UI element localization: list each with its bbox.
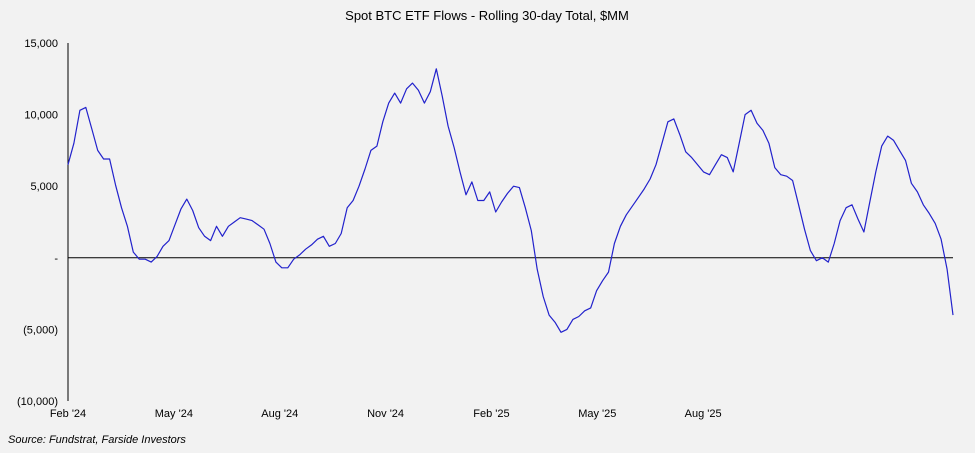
- x-tick-label: Aug '25: [685, 408, 722, 420]
- x-tick-label: Nov '24: [367, 408, 404, 420]
- y-tick-label: 10,000: [24, 110, 58, 122]
- chart-title: Spot BTC ETF Flows - Rolling 30-day Tota…: [345, 8, 629, 23]
- x-tick-label: May '24: [155, 408, 193, 420]
- y-tick-label: (5,000): [23, 324, 58, 336]
- source-note: Source: Fundstrat, Farside Investors: [8, 434, 186, 446]
- x-tick-label: Feb '24: [50, 408, 86, 420]
- y-axis-ticks: 15,000 10,000 5,000 - (5,000) (10,000): [17, 38, 58, 408]
- series-line: [67, 68, 954, 333]
- y-tick-label: 5,000: [30, 181, 58, 193]
- x-axis-ticks: Feb '24 May '24 Aug '24 Nov '24 Feb '25 May '…: [50, 408, 722, 420]
- y-tick-label: 15,000: [24, 38, 58, 50]
- x-tick-label: Aug '24: [261, 408, 298, 420]
- x-tick-label: Feb '25: [473, 408, 509, 420]
- y-tick-label: (10,000): [17, 396, 58, 408]
- x-tick-label: May '25: [578, 408, 616, 420]
- y-tick-label: -: [54, 253, 58, 265]
